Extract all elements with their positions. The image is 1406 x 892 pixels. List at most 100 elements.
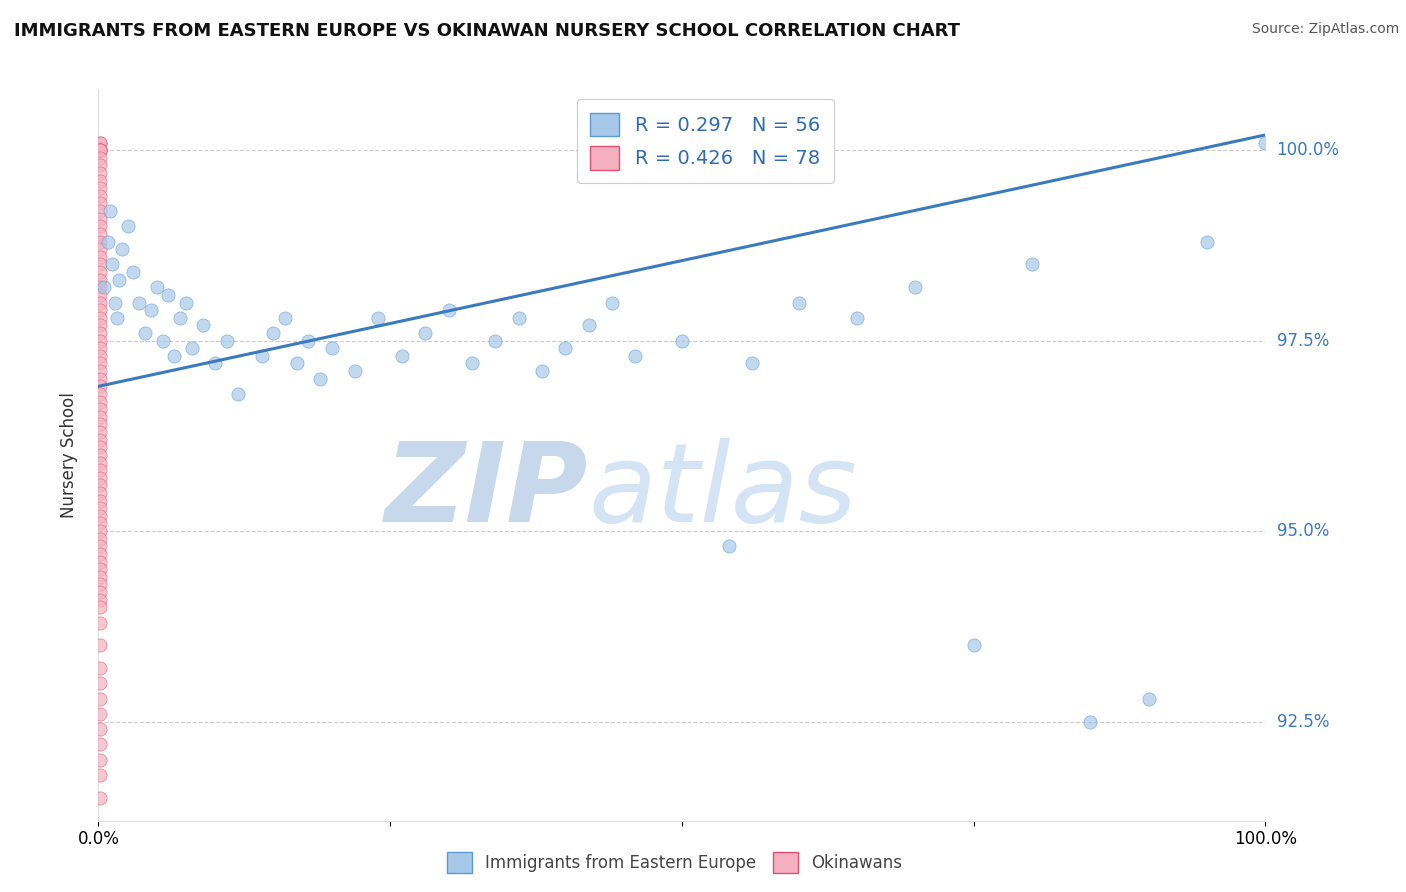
- Point: [461, 356, 484, 370]
- Point: [89, 539, 111, 553]
- Point: [89, 676, 111, 690]
- Point: [89, 409, 111, 424]
- Point: [139, 303, 162, 318]
- Point: [89, 456, 111, 470]
- Point: [89, 486, 111, 500]
- Legend: Immigrants from Eastern Europe, Okinawans: Immigrants from Eastern Europe, Okinawan…: [440, 846, 910, 880]
- Point: [1137, 691, 1160, 706]
- Point: [108, 273, 131, 287]
- Point: [89, 585, 111, 599]
- Point: [89, 562, 111, 576]
- Point: [89, 790, 111, 805]
- Point: [163, 349, 186, 363]
- Point: [89, 273, 111, 287]
- Text: IMMIGRANTS FROM EASTERN EUROPE VS OKINAWAN NURSERY SCHOOL CORRELATION CHART: IMMIGRANTS FROM EASTERN EUROPE VS OKINAW…: [14, 22, 960, 40]
- Point: [89, 738, 111, 752]
- Point: [89, 143, 111, 157]
- Point: [89, 463, 111, 477]
- Point: [1254, 136, 1277, 150]
- Point: [89, 516, 111, 531]
- Point: [297, 334, 319, 348]
- Point: [89, 318, 111, 333]
- Point: [89, 136, 111, 150]
- Point: [250, 349, 273, 363]
- Point: [285, 356, 308, 370]
- Point: [89, 577, 111, 591]
- Point: [89, 143, 111, 157]
- Point: [89, 303, 111, 318]
- Point: [89, 508, 111, 523]
- Point: [89, 433, 111, 447]
- Point: [89, 555, 111, 569]
- Point: [437, 303, 460, 318]
- Point: [111, 242, 134, 256]
- Point: [98, 204, 121, 219]
- Point: [97, 235, 120, 249]
- Point: [89, 379, 111, 393]
- Point: [89, 532, 111, 546]
- Text: 97.5%: 97.5%: [1277, 332, 1329, 350]
- Point: [89, 440, 111, 454]
- Text: ZIP: ZIP: [385, 438, 589, 545]
- Point: [391, 349, 413, 363]
- Point: [578, 318, 600, 333]
- Point: [530, 364, 553, 378]
- Point: [104, 295, 127, 310]
- Point: [89, 753, 111, 767]
- Point: [89, 174, 111, 188]
- Point: [89, 417, 111, 432]
- Point: [89, 501, 111, 516]
- Point: [89, 349, 111, 363]
- Point: [89, 600, 111, 615]
- Y-axis label: Nursery School: Nursery School: [59, 392, 77, 518]
- Point: [89, 547, 111, 561]
- Point: [962, 639, 984, 653]
- Point: [717, 539, 740, 553]
- Point: [274, 310, 297, 325]
- Text: 95.0%: 95.0%: [1277, 522, 1329, 541]
- Point: [89, 448, 111, 462]
- Point: [89, 661, 111, 675]
- Point: [122, 265, 145, 279]
- Point: [157, 288, 180, 302]
- Point: [89, 181, 111, 195]
- Point: [101, 257, 124, 271]
- Point: [89, 143, 111, 157]
- Point: [89, 364, 111, 378]
- Point: [845, 310, 868, 325]
- Point: [262, 326, 284, 340]
- Point: [1195, 235, 1218, 249]
- Point: [508, 310, 530, 325]
- Point: [321, 341, 343, 355]
- Point: [89, 326, 111, 340]
- Point: [89, 341, 111, 355]
- Point: [89, 189, 111, 203]
- Point: [89, 158, 111, 172]
- Point: [215, 334, 238, 348]
- Point: [180, 341, 202, 355]
- Point: [741, 356, 763, 370]
- Point: [89, 402, 111, 417]
- Text: 92.5%: 92.5%: [1277, 713, 1329, 731]
- Point: [89, 356, 111, 370]
- Point: [89, 136, 111, 150]
- Point: [89, 570, 111, 584]
- Point: [671, 334, 693, 348]
- Point: [89, 706, 111, 721]
- Point: [89, 257, 111, 271]
- Point: [89, 768, 111, 782]
- Point: [89, 471, 111, 485]
- Point: [413, 326, 436, 340]
- Point: [128, 295, 150, 310]
- Point: [89, 493, 111, 508]
- Point: [787, 295, 810, 310]
- Point: [89, 592, 111, 607]
- Point: [904, 280, 927, 294]
- Point: [89, 151, 111, 165]
- Point: [89, 639, 111, 653]
- Point: [89, 143, 111, 157]
- Point: [89, 265, 111, 279]
- Point: [309, 372, 332, 386]
- Point: [89, 166, 111, 180]
- Point: [624, 349, 647, 363]
